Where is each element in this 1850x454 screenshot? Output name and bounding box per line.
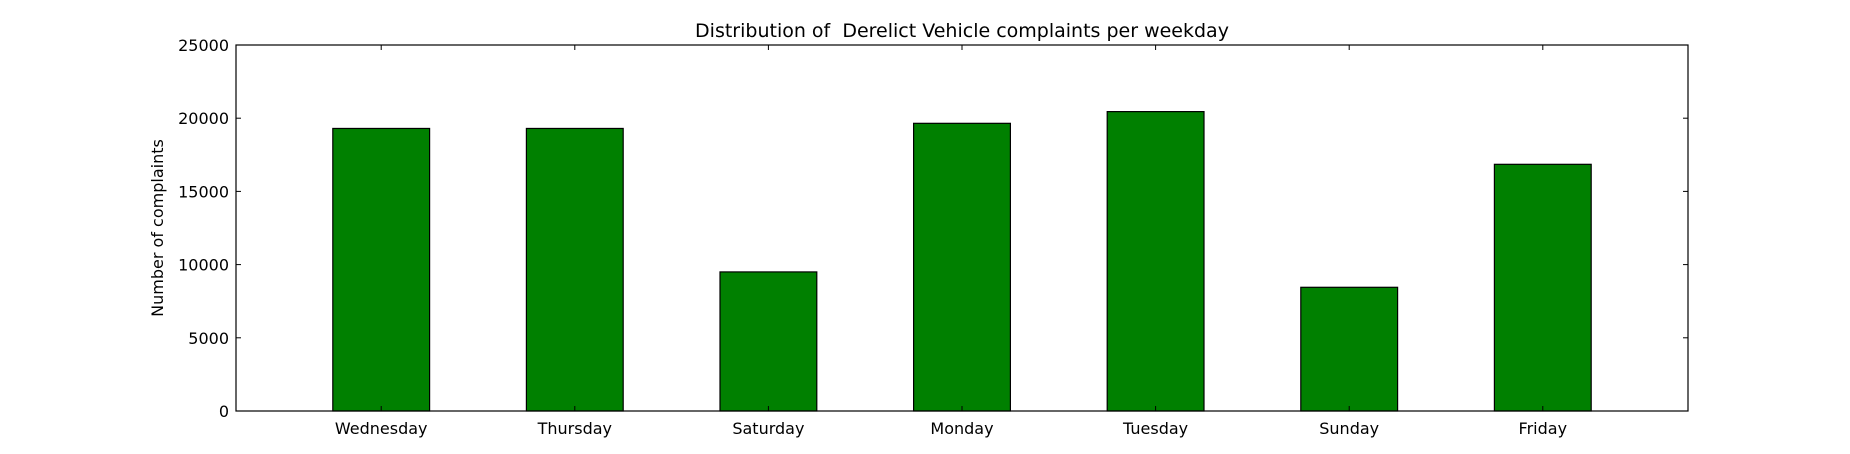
bar-friday [1493, 163, 1592, 412]
chart-title: Distribution of Derelict Vehicle complai… [695, 20, 1229, 42]
y-tick-label-10000: 10000 [178, 256, 229, 275]
bar-sunday [1300, 286, 1399, 412]
bar-monday [912, 122, 1011, 412]
bar-thursday [525, 127, 624, 412]
x-tick-label-tuesday: Tuesday [1122, 419, 1188, 438]
x-tick-label-friday: Friday [1519, 419, 1568, 438]
ticks-layer: Wednesday Thursday Saturday Monday Tuesday Su… [178, 36, 1688, 438]
y-tick-label-25000: 25000 [178, 36, 229, 55]
bar-tuesday [1106, 111, 1205, 412]
x-tick-label-monday: Monday [930, 419, 993, 438]
y-tick-label-0: 0 [219, 402, 229, 421]
plot-frame [235, 44, 1689, 412]
y-tick-label-5000: 5000 [188, 329, 229, 348]
bar-saturday [719, 271, 818, 412]
x-tick-label-wednesday: Wednesday [335, 419, 428, 438]
x-tick-label-thursday: Thursday [537, 419, 612, 438]
y-tick-label-15000: 15000 [178, 182, 229, 201]
x-tick-label-sunday: Sunday [1319, 419, 1379, 438]
y-axis-label: Number of complaints [148, 139, 167, 317]
x-tick-label-saturday: Saturday [732, 419, 804, 438]
bars-layer [332, 111, 1592, 412]
y-tick-label-20000: 20000 [178, 109, 229, 128]
bar-wednesday [332, 127, 431, 412]
